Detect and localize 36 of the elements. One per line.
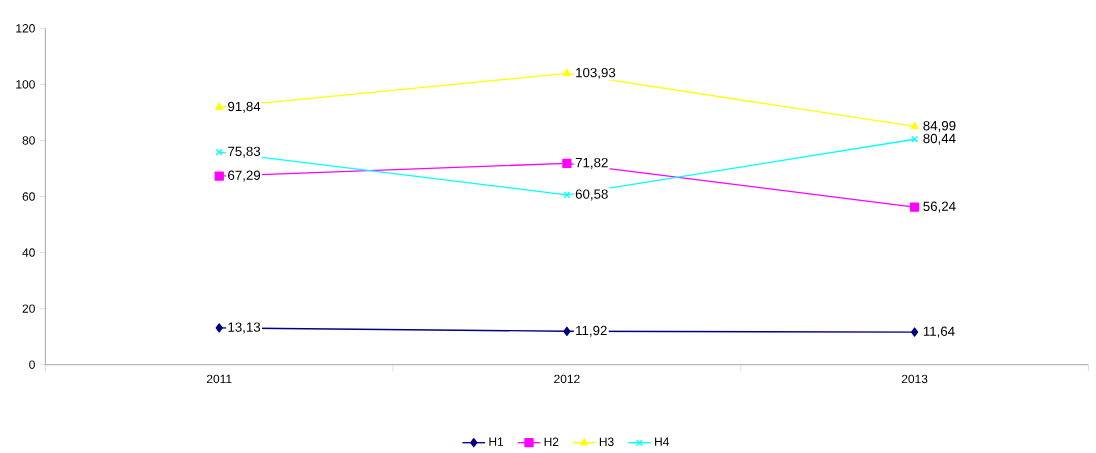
point [563, 326, 571, 336]
data-label: 11,64 [923, 326, 955, 338]
data-label: 11,92 [576, 325, 607, 337]
point [911, 135, 919, 143]
y-tick-label: 100 [16, 80, 35, 89]
data-label: 67,29 [228, 170, 261, 182]
data-label: 80,44 [923, 133, 956, 145]
data-label: 75,83 [228, 146, 261, 158]
x-tick-label: 2013 [901, 374, 928, 384]
y-tick-label: 120 [16, 24, 35, 33]
y-tick-label: 60 [22, 192, 35, 201]
legend-label: H2 [544, 437, 559, 446]
point [910, 121, 919, 130]
x-tick-label: 2011 [206, 374, 232, 384]
y-tick-label: 20 [22, 304, 35, 313]
data-label: 84,99 [923, 120, 956, 132]
data-label: 91,84 [228, 101, 261, 113]
point [214, 171, 224, 181]
data-label: 56,24 [923, 201, 956, 213]
y-tick-label: 40 [22, 248, 35, 257]
data-label: 103,93 [576, 67, 616, 79]
y-tick-label: 0 [29, 360, 35, 369]
data-label: 13,13 [228, 322, 261, 334]
data-label: 71,82 [575, 157, 608, 169]
point [562, 158, 572, 168]
point [910, 327, 919, 337]
legend-label: H3 [599, 437, 614, 446]
point [562, 68, 572, 76]
legend-label: H1 [489, 437, 504, 446]
point [215, 323, 223, 333]
legend-label: H4 [655, 437, 670, 446]
point [909, 202, 920, 212]
x-tick-label: 2012 [554, 374, 580, 384]
y-tick-label: 80 [22, 136, 35, 145]
data-label: 60,58 [575, 189, 608, 201]
point [215, 102, 224, 110]
